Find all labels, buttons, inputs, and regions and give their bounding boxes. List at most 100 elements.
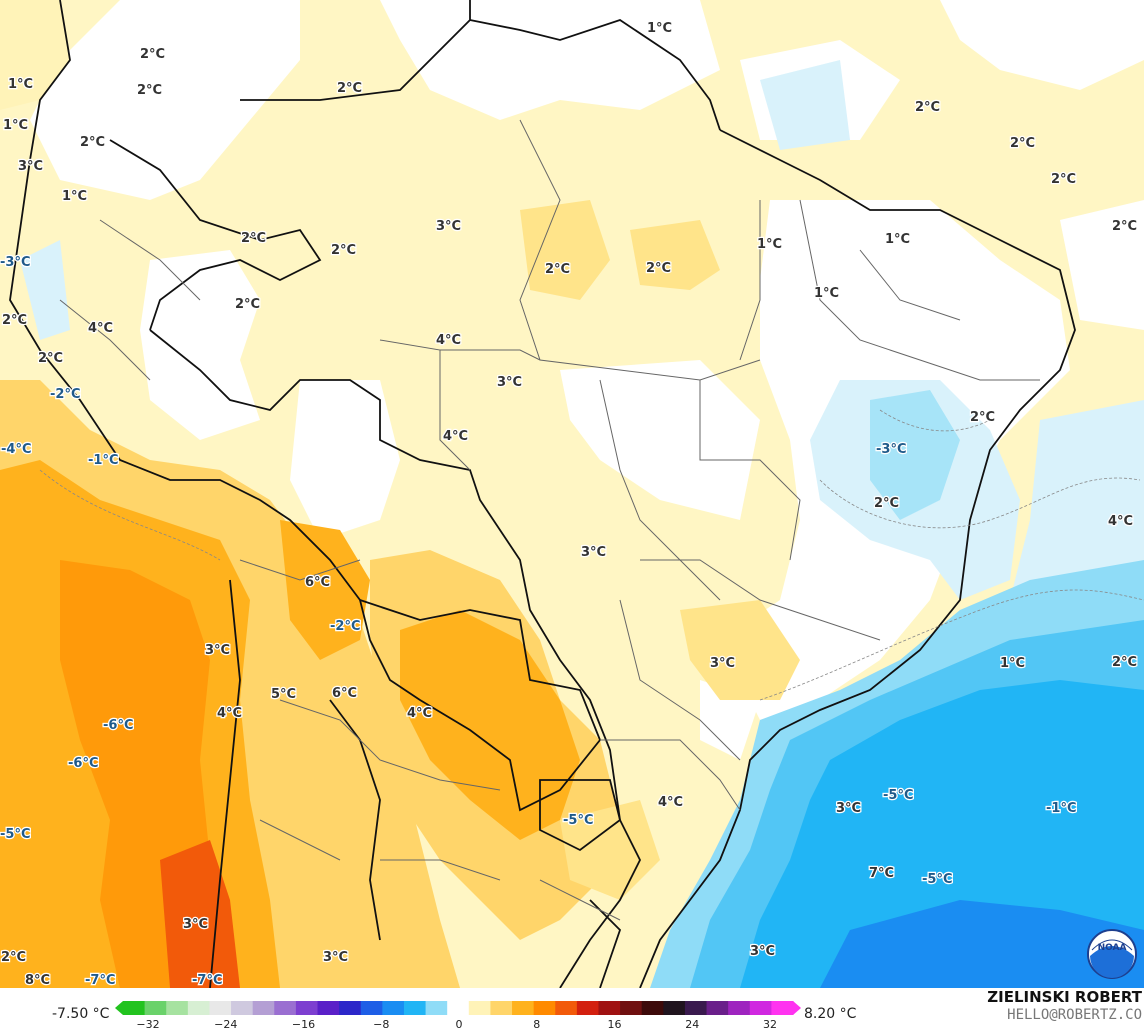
temperature-label: -5°C (922, 872, 952, 887)
temperature-label: 3°C (836, 801, 861, 816)
temperature-label: 2°C (241, 231, 266, 246)
temperature-label: 2°C (1010, 136, 1035, 151)
temperature-label: -5°C (0, 827, 30, 842)
temperature-label: -7°C (192, 973, 222, 988)
temperature-label: 1°C (757, 237, 782, 252)
temperature-label: 8°C (25, 973, 50, 988)
temperature-label: 1°C (1000, 656, 1025, 671)
temperature-label: 2°C (915, 100, 940, 115)
cold-anomaly-ocean (650, 390, 1144, 988)
temperature-label: 3°C (497, 375, 522, 390)
colorbar-cell (209, 1001, 232, 1015)
temperature-label: 2°C (646, 261, 671, 276)
temperature-label: 2°C (970, 410, 995, 425)
colorbar-cell (231, 1001, 254, 1015)
noaa-logo-icon: NOAA (1087, 929, 1137, 979)
colorbar-cell (166, 1001, 189, 1015)
colorbar-cell (663, 1001, 686, 1015)
colorbar-cell (706, 1001, 729, 1015)
temperature-label: 4°C (658, 795, 683, 810)
colorbar-tick-label: −24 (214, 1018, 238, 1031)
temperature-label: 2°C (80, 135, 105, 150)
temperature-label: -3°C (876, 442, 906, 457)
colorbar-max-arrow (793, 1001, 801, 1015)
temperature-label: -2°C (50, 387, 80, 402)
temperature-label: 1°C (62, 189, 87, 204)
colorbar-tick-label: 32 (763, 1018, 777, 1031)
colorbar-cell (144, 1001, 167, 1015)
temperature-label: -7°C (85, 973, 115, 988)
temperature-label: 2°C (1051, 172, 1076, 187)
map-canvas: 1°C 2°C 2°C 1°C 1°C 2°C 2°C 3°C 1°C 2°C 2°C 2°C 2°C 2… (0, 0, 1144, 988)
colorbar-cell (468, 1001, 491, 1015)
colorbar-cell (295, 1001, 319, 1015)
white-anomaly-areas (30, 0, 1144, 760)
temperature-label: 1°C (3, 118, 28, 133)
temperature-label: 1°C (8, 77, 33, 92)
colorbar-cell (317, 1001, 340, 1015)
temperature-label: 3°C (710, 656, 735, 671)
temperature-label: 2°C (38, 351, 63, 366)
colorbar-cell (274, 1001, 297, 1015)
state-borders (59, 119, 1040, 921)
temperature-label: -1°C (88, 453, 118, 468)
temperature-label: 2°C (1112, 219, 1137, 234)
contour-lines (39, 409, 1144, 701)
temperature-label: -5°C (883, 788, 913, 803)
temperature-label: -5°C (563, 813, 593, 828)
colorbar-tick-label: 24 (685, 1018, 700, 1031)
colorbar-cell (533, 1001, 556, 1015)
colorbar-tick-label: 0 (455, 1018, 463, 1031)
temperature-label: -6°C (68, 756, 98, 771)
colorbar-cell (425, 1001, 448, 1015)
temperature-map: 1°C 2°C 2°C 1°C 1°C 2°C 2°C 3°C 1°C 2°C 2°C 2°C 2°C 2… (0, 0, 1144, 988)
temperature-label: 2°C (1, 950, 26, 965)
colorbar-cell (555, 1001, 578, 1015)
colorbar-tick-label: −8 (373, 1018, 390, 1031)
colorbar-cell (512, 1001, 535, 1015)
temperature-label: 2°C (235, 297, 260, 312)
temperature-label: 6°C (332, 686, 357, 701)
colorbar-tick-label: 8 (533, 1018, 541, 1031)
colorbar-cell (339, 1001, 362, 1015)
colorbar-tick-label: −32 (136, 1018, 160, 1031)
colorbar-cell (641, 1001, 664, 1015)
temperature-label: -2°C (330, 619, 360, 634)
colorbar-cell (749, 1001, 772, 1015)
temperature-label: 6°C (305, 575, 330, 590)
temperature-label: -4°C (1, 442, 31, 457)
temperature-label: 2°C (545, 262, 570, 277)
colorbar-cell (252, 1001, 275, 1015)
temperature-label: 3°C (183, 917, 208, 932)
temperature-label: 2°C (337, 81, 362, 96)
colorbar-cell (684, 1001, 708, 1015)
temperature-label: 2°C (331, 243, 356, 258)
temperature-label: 2°C (137, 83, 162, 98)
temperature-label: 2°C (1112, 655, 1137, 670)
temperature-label: 2°C (140, 47, 165, 62)
colorbar-tick-label: −16 (291, 1018, 316, 1031)
temperature-label: 2°C (2, 313, 27, 328)
colorbar-tick-label: 16 (607, 1018, 622, 1031)
temperature-label: 4°C (407, 706, 432, 721)
colorbar-cell (123, 1001, 146, 1015)
colorbar-cell (360, 1001, 383, 1015)
temperature-label: -3°C (0, 255, 30, 270)
author-name: ZIELINSKI ROBERT (987, 988, 1142, 1006)
temperature-labels: 1°C 2°C 2°C 1°C 1°C 2°C 2°C 3°C 1°C 2°C 2°C 2°C 2°C 2… (0, 20, 1138, 988)
country-borders (9, 0, 1076, 988)
colorbar-cell (576, 1001, 599, 1015)
temperature-label: 4°C (88, 321, 113, 336)
colorbar-cell (490, 1001, 513, 1015)
temperature-label: 3°C (750, 944, 775, 959)
colorbar-cell (620, 1001, 643, 1015)
colorbar-cell (598, 1001, 621, 1015)
temperature-label: 2°C (874, 496, 899, 511)
colorbar-cell (447, 1001, 470, 1015)
temperature-label: 1°C (814, 286, 839, 301)
colorbar-max-label: 8.20 °C (804, 1006, 857, 1022)
temperature-label: 1°C (885, 232, 910, 247)
temperature-label: 3°C (18, 159, 43, 174)
colorbar-cell (728, 1001, 751, 1015)
temperature-label: 3°C (581, 545, 606, 560)
